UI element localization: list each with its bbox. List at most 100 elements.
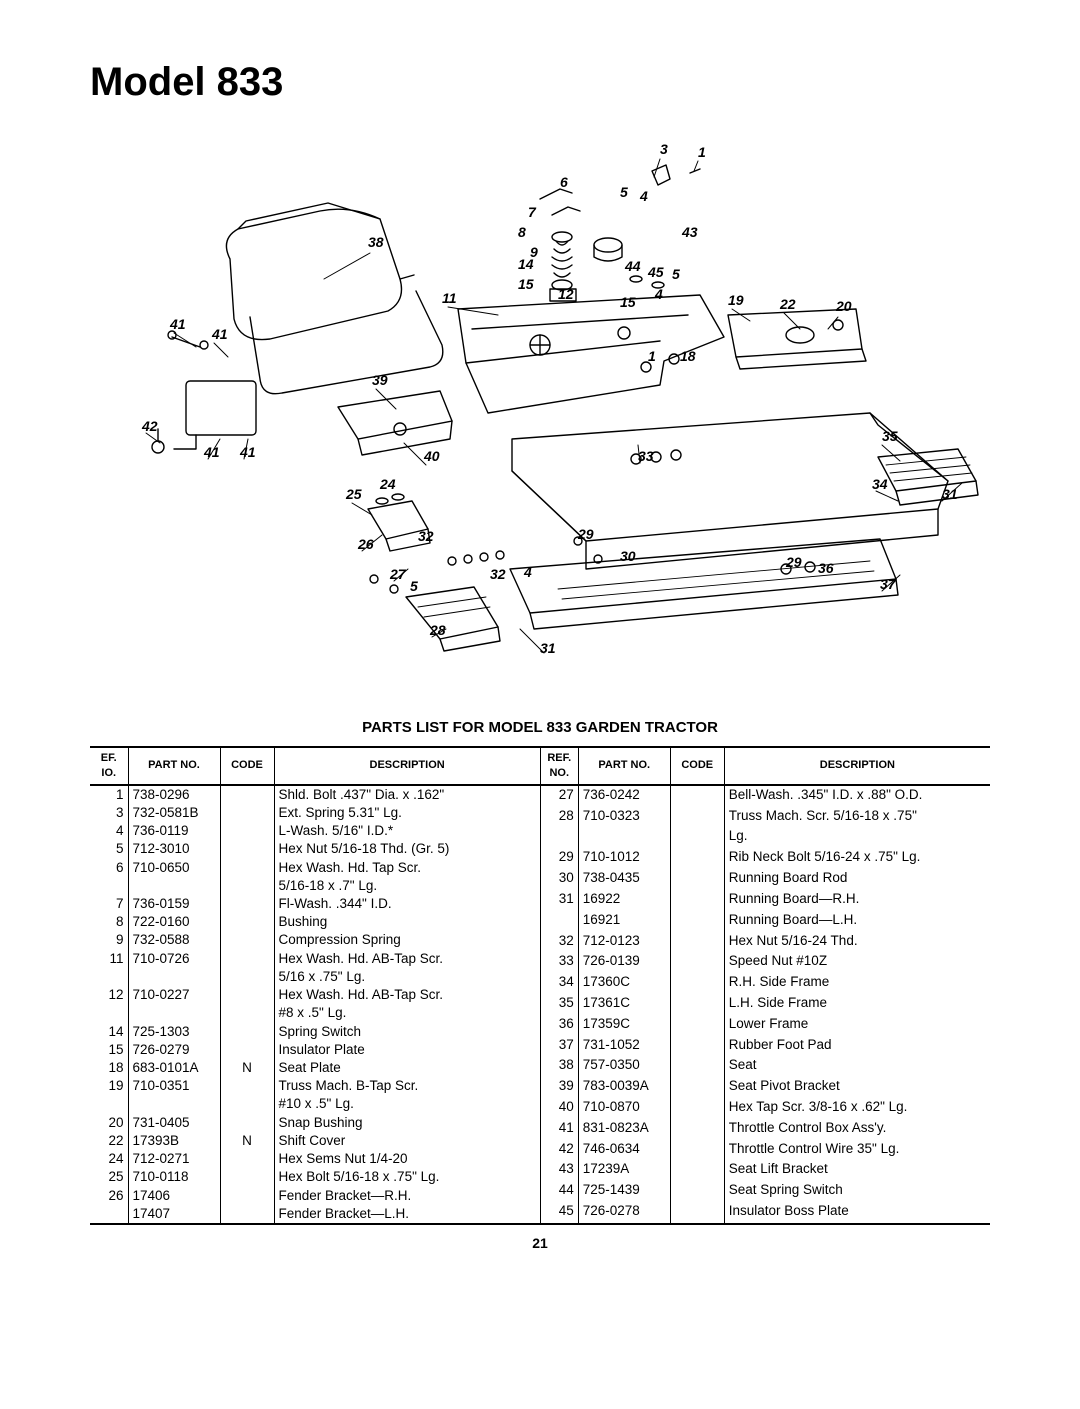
table-cell: 9 [90,931,128,949]
table-cell: Truss Mach. Scr. 5/16-18 x .75" [724,807,990,828]
diagram-callout: 44 [624,258,641,274]
table-cell: #10 x .5" Lg. [274,1095,540,1113]
table-row: 17407Fender Bracket—L.H. [90,1205,540,1223]
table-cell: 736-0242 [578,785,670,807]
parts-table-right: REF. NO. PART NO. CODE DESCRIPTION 27736… [540,748,990,1223]
table-row: 5/16-18 x .7" Lg. [90,877,540,895]
table-cell: Ext. Spring 5.31" Lg. [274,804,540,822]
diagram-callout: 5 [672,266,680,282]
table-cell: 17407 [128,1205,220,1223]
table-row: 27736-0242 Bell-Wash. .345" I.D. x .88" O… [540,785,990,807]
table-row: #10 x .5" Lg. [90,1095,540,1113]
table-cell [670,911,724,932]
table-cell: 7 [90,895,128,913]
diagram-callout: 36 [818,560,834,576]
table-cell: Snap Bushing [274,1114,540,1132]
diagram-callout: 14 [518,256,534,272]
diagram-callout: 4 [639,188,648,204]
table-cell [220,804,274,822]
table-cell: 8 [90,913,128,931]
diagram-callout: 28 [429,622,446,638]
diagram-callout: 5 [620,184,628,200]
table-row: 18683-0101ANSeat Plate [90,1059,540,1077]
table-cell [220,1150,274,1168]
th-part2: PART NO. [578,748,670,785]
table-cell: 712-0271 [128,1150,220,1168]
table-cell: 26 [90,1187,128,1205]
table-cell [220,1114,274,1132]
diagram-callout: 31 [942,486,958,502]
diagram-svg: 3165478943141544455124111538192220414111… [90,129,990,689]
table-cell [670,932,724,953]
table-row: 5712-3010Hex Nut 5/16-18 Thd. (Gr. 5) [90,840,540,858]
table-cell [578,827,670,848]
table-cell: 726-0139 [578,952,670,973]
table-cell: Bell-Wash. .345" I.D. x .88" O.D. [724,785,990,807]
table-cell [670,1036,724,1057]
diagram-callout: 34 [872,476,888,492]
page-title: Model 833 [90,60,990,105]
table-cell: 738-0435 [578,869,670,890]
table-cell [670,869,724,890]
table-cell: 11 [90,950,128,968]
table-cell: 36 [540,1015,578,1036]
table-cell: Seat Plate [274,1059,540,1077]
table-cell: 44 [540,1181,578,1202]
table-cell: Fl-Wash. .344" I.D. [274,895,540,913]
table-cell: 16922 [578,890,670,911]
table-cell [90,1004,128,1022]
table-cell: Insulator Boss Plate [724,1202,990,1223]
table-cell: Spring Switch [274,1023,540,1041]
table-cell: Hex Sems Nut 1/4-20 [274,1150,540,1168]
table-cell [670,952,724,973]
table-cell: Shift Cover [274,1132,540,1150]
table-row: 44725-1439Seat Spring Switch [540,1181,990,1202]
table-row: 8722-0160Bushing [90,913,540,931]
diagram-callout: 41 [169,316,186,332]
table-cell: Rib Neck Bolt 5/16-24 x .75" Lg. [724,848,990,869]
table-row: 15726-0279Insulator Plate [90,1041,540,1059]
table-cell: 17406 [128,1187,220,1205]
table-cell: Insulator Plate [274,1041,540,1059]
table-row: 41831-0823AThrottle Control Box Ass'y. [540,1119,990,1140]
table-cell: 35 [540,994,578,1015]
table-cell [670,785,724,807]
table-cell [670,807,724,828]
table-cell: 27 [540,785,578,807]
table-cell: 30 [540,869,578,890]
table-cell: 34 [540,973,578,994]
table-cell: 19 [90,1077,128,1095]
table-cell [670,1015,724,1036]
diagram-callout: 29 [785,554,802,570]
table-cell: Hex Tap Scr. 3/8-16 x .62" Lg. [724,1098,990,1119]
table-cell: 725-1439 [578,1181,670,1202]
table-row: 14725-1303Spring Switch [90,1023,540,1041]
diagram-callout: 32 [418,528,434,544]
table-cell: 726-0278 [578,1202,670,1223]
diagram-callout: 33 [638,448,654,464]
table-cell: 1 [90,785,128,804]
table-row: 37731-1052Rubber Foot Pad [540,1036,990,1057]
table-cell: 831-0823A [578,1119,670,1140]
diagram-callout: 31 [540,640,556,656]
table-cell: #8 x .5" Lg. [274,1004,540,1022]
table-cell [90,1205,128,1223]
table-row: 45726-0278Insulator Boss Plate [540,1202,990,1223]
table-cell: 710-0726 [128,950,220,968]
table-cell: Seat Lift Bracket [724,1160,990,1181]
table-row: 1738-0296Shld. Bolt .437" Dia. x .162" [90,785,540,804]
parts-tables: EF. IO. PART NO. CODE DESCRIPTION 1738-0… [90,746,990,1225]
diagram-callout: 29 [577,526,594,542]
table-cell: Rubber Foot Pad [724,1036,990,1057]
table-cell: 710-0650 [128,859,220,877]
table-cell: Running Board—R.H. [724,890,990,911]
table-row: 32712-0123Hex Nut 5/16-24 Thd. [540,932,990,953]
diagram-callout: 18 [680,348,696,364]
table-cell [128,968,220,986]
table-cell [220,931,274,949]
th-code: CODE [220,748,274,785]
table-cell: 17359C [578,1015,670,1036]
table-row: 19710-0351Truss Mach. B-Tap Scr. [90,1077,540,1095]
table-cell [220,1004,274,1022]
table-cell [220,840,274,858]
